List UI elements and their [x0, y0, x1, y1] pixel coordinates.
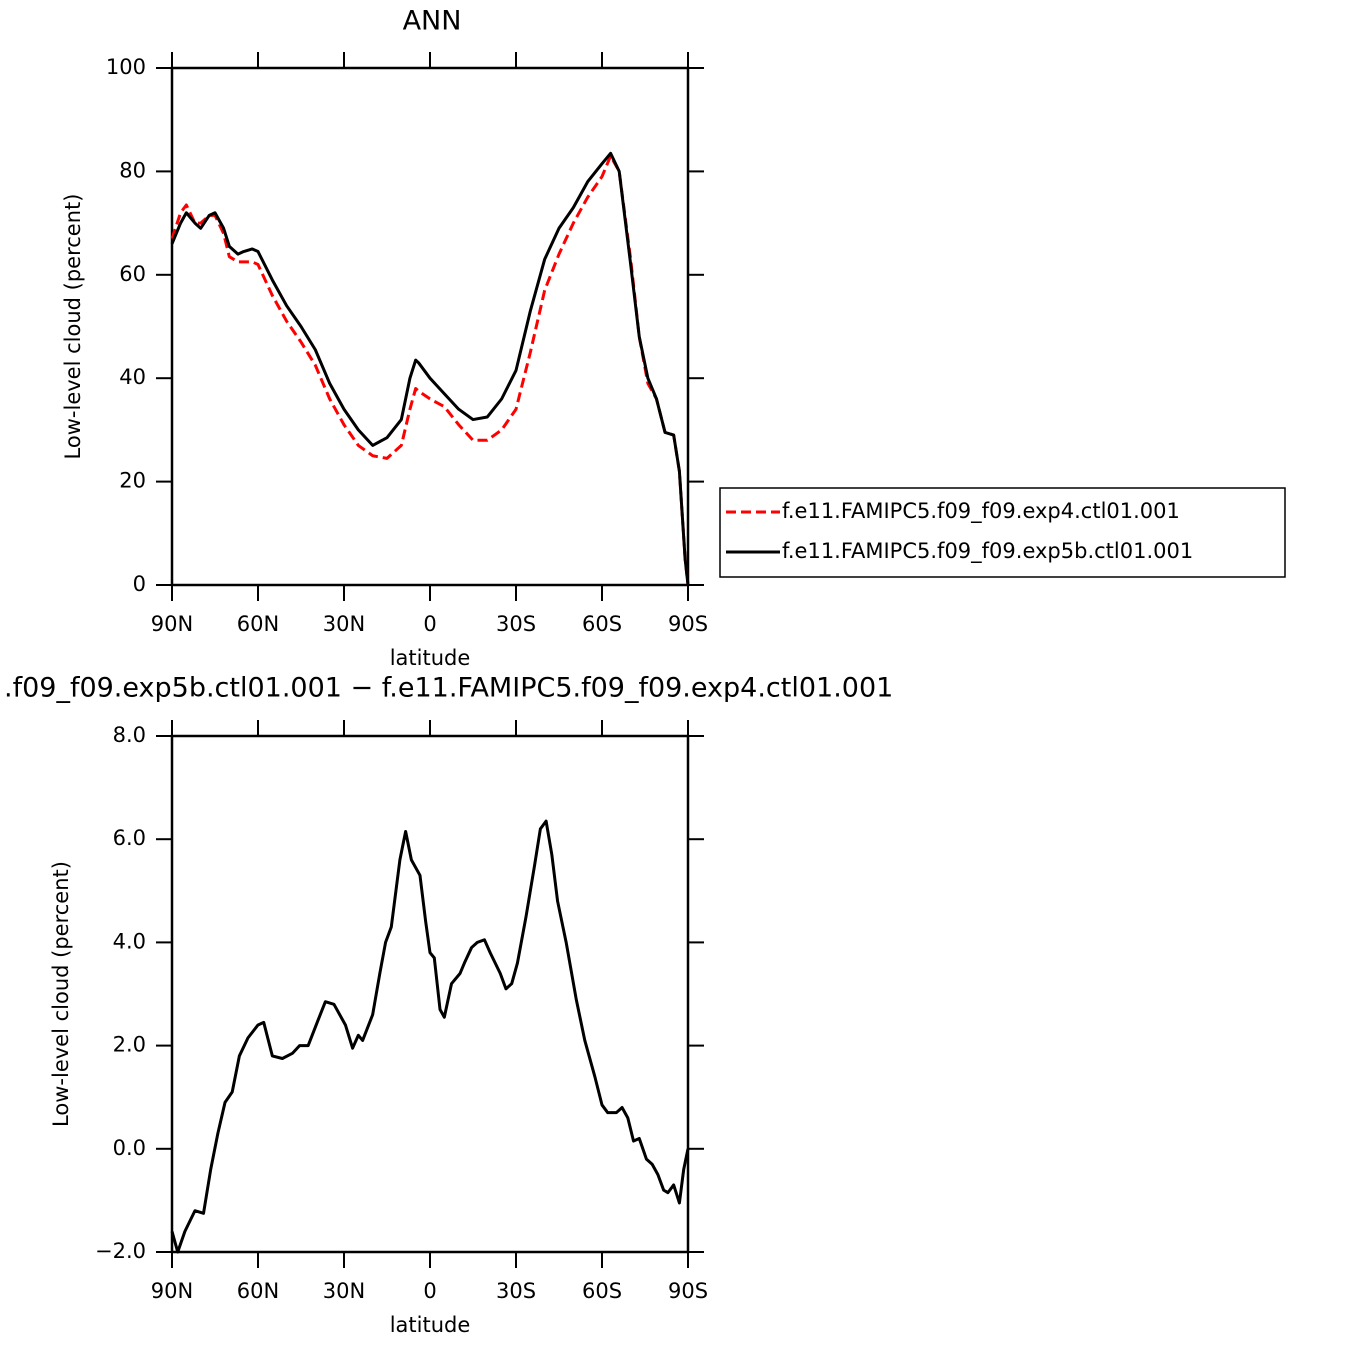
y-tick-label: −2.0 [95, 1239, 146, 1263]
x-axis-label: latitude [390, 1313, 471, 1337]
x-tick-label: 30S [496, 1279, 536, 1303]
legend-label: f.e11.FAMIPC5.f09_f09.exp5b.ctl01.001 [782, 539, 1193, 564]
legend-label: f.e11.FAMIPC5.f09_f09.exp4.ctl01.001 [782, 499, 1180, 524]
chart-title: ANN [403, 6, 462, 37]
y-tick-label: 80 [119, 158, 146, 182]
y-tick-label: 40 [119, 365, 146, 389]
x-tick-label: 60S [582, 1279, 622, 1303]
data-line [170, 151, 690, 586]
y-tick-label: 8.0 [113, 723, 146, 747]
x-tick-label: 30S [496, 612, 536, 636]
x-axis-label: latitude [390, 646, 471, 670]
x-tick-label: 90N [151, 612, 193, 636]
y-tick-label: 0 [133, 572, 146, 596]
y-axis-label: Low-level cloud (percent) [49, 861, 73, 1127]
data-line [170, 819, 690, 1254]
x-tick-label: 90S [668, 1279, 708, 1303]
y-tick-label: 20 [119, 469, 146, 493]
y-tick-label: 6.0 [113, 826, 146, 850]
x-tick-label: 0 [423, 612, 436, 636]
y-tick-label: 100 [106, 55, 146, 79]
plot-frame [170, 734, 690, 1254]
x-tick-label: 0 [423, 1279, 436, 1303]
chart-title: .f09_f09.exp5b.ctl01.001 − f.e11.FAMIPC5… [4, 673, 893, 704]
y-axis-label: Low-level cloud (percent) [61, 194, 85, 460]
legend-box [719, 487, 1286, 578]
x-tick-label: 60N [237, 612, 279, 636]
x-tick-label: 90S [668, 612, 708, 636]
y-tick-label: 4.0 [113, 929, 146, 953]
data-line [170, 154, 690, 586]
x-tick-label: 30N [323, 1279, 365, 1303]
x-tick-label: 60N [237, 1279, 279, 1303]
y-tick-label: 2.0 [113, 1033, 146, 1057]
x-tick-label: 30N [323, 612, 365, 636]
y-tick-label: 0.0 [113, 1136, 146, 1160]
x-tick-label: 60S [582, 612, 622, 636]
plot-frame [170, 66, 690, 587]
y-tick-label: 60 [119, 262, 146, 286]
x-tick-label: 90N [151, 1279, 193, 1303]
